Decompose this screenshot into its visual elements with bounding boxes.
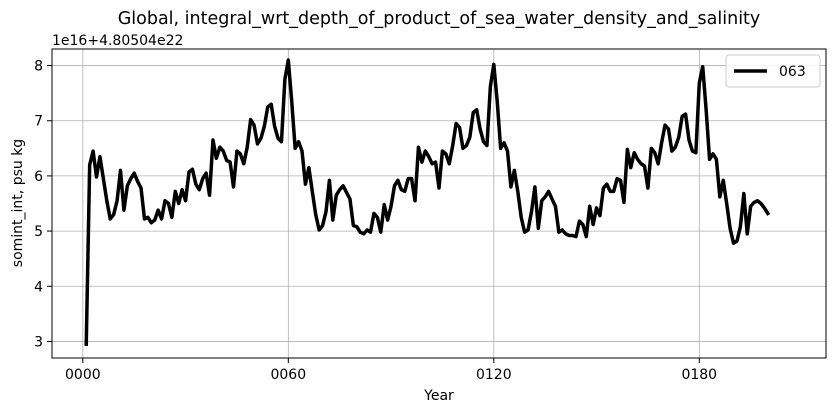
grid-lines [52, 49, 826, 358]
legend-box [725, 54, 821, 88]
x-tick-label: 0120 [476, 367, 512, 383]
y-tick-label: 7 [34, 114, 43, 130]
y-tick-label: 4 [34, 279, 43, 295]
y-tick-label: 3 [34, 334, 43, 350]
legend: 063 [725, 54, 821, 88]
y-tick-label: 6 [34, 169, 43, 185]
y-axis-offset-text: 1e16+4.80504e22 [52, 33, 183, 49]
chart-title: Global, integral_wrt_depth_of_product_of… [118, 9, 761, 29]
x-tick-label: 0060 [270, 367, 306, 383]
y-tick-label: 8 [34, 59, 43, 75]
legend-entry-063: 063 [779, 64, 806, 80]
series-line-063 [84, 58, 771, 346]
x-axis-label: Year [423, 388, 454, 404]
x-tick-label: 0180 [681, 367, 717, 383]
x-axis-ticks: 0000 0060 0120 0180 [65, 358, 717, 383]
x-tick-label: 0000 [65, 367, 101, 383]
y-axis-label: somint_int, psu kg [10, 139, 26, 267]
plot-area-frame [51, 48, 827, 359]
y-tick-label: 5 [34, 224, 43, 240]
y-axis-ticks: 3 4 5 6 7 8 [34, 59, 52, 350]
